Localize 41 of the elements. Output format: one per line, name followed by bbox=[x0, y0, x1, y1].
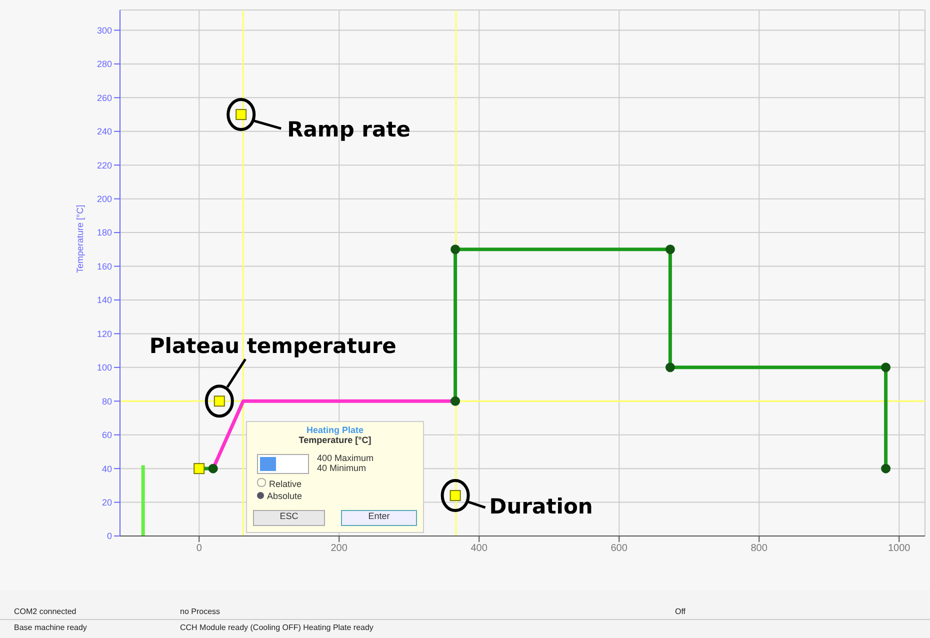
y-tick-label: 80 bbox=[102, 396, 112, 406]
text: Base machine ready bbox=[14, 622, 87, 634]
y-tick-label: 140 bbox=[96, 295, 112, 306]
x-tick-label: 800 bbox=[750, 543, 768, 554]
y-tick-label: 280 bbox=[96, 59, 112, 70]
y-tick-label: 100 bbox=[96, 362, 112, 373]
annotation: Relative bbox=[268, 478, 302, 490]
annotation: Heating Plate bbox=[305, 425, 364, 435]
x-tick-label: 200 bbox=[330, 543, 348, 554]
annotation: Enter bbox=[341, 510, 417, 526]
x-tick-label: 1000 bbox=[888, 543, 911, 554]
text: COM2 connected bbox=[14, 606, 76, 618]
annotation: 40 bbox=[317, 463, 328, 473]
annotation: Temperature [°C] bbox=[298, 435, 372, 445]
annotation: Minimum bbox=[330, 463, 366, 473]
y-tick-label: 0 bbox=[106, 531, 112, 542]
annotation: Absolute bbox=[266, 490, 302, 502]
text: CCH Module ready (Cooling OFF) Heating Plate ready bbox=[180, 622, 374, 634]
y-tick-label: 300 bbox=[96, 25, 112, 36]
x-tick-label: 400 bbox=[470, 543, 488, 554]
y-tick-label: 200 bbox=[96, 194, 112, 204]
annotation: Maximum bbox=[334, 453, 374, 463]
x-tick-label: 0 bbox=[196, 543, 202, 554]
y-tick-label: 240 bbox=[96, 126, 112, 137]
y-tick-label: 60 bbox=[102, 430, 112, 440]
y-tick-label: 20 bbox=[102, 497, 112, 508]
annotation: Ramp rate bbox=[287, 118, 410, 142]
text: no Process bbox=[180, 606, 220, 618]
y-tick-label: 120 bbox=[96, 328, 112, 339]
text: Off bbox=[675, 606, 686, 618]
y-tick-label: 180 bbox=[96, 228, 112, 238]
y-axis-title: Temperature [°C] bbox=[75, 204, 86, 273]
annotation: Plateau temperature bbox=[149, 334, 396, 358]
y-tick-label: 220 bbox=[96, 160, 112, 170]
y-tick-label: 40 bbox=[102, 464, 112, 474]
annotation: ESC bbox=[253, 510, 325, 526]
x-tick-label: 600 bbox=[610, 543, 628, 554]
y-tick-label: 260 bbox=[96, 92, 112, 103]
annotation: 400 bbox=[317, 453, 332, 463]
y-tick-label: 160 bbox=[96, 261, 112, 272]
annotation: Duration bbox=[489, 494, 593, 519]
